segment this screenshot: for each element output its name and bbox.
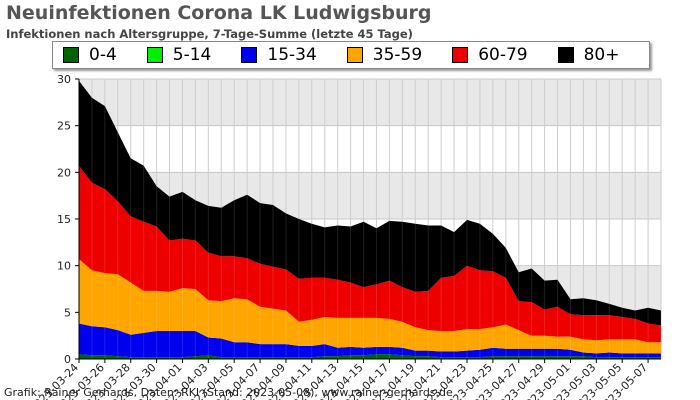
legend-item: 0-4 xyxy=(63,45,117,65)
legend-label: 80+ xyxy=(583,45,620,65)
legend-swatch xyxy=(241,47,258,63)
legend-label: 15-34 xyxy=(267,45,317,65)
y-tick-label: 20 xyxy=(57,166,71,179)
area-series-35-59 xyxy=(79,259,661,354)
chart-legend: 0-4 5-14 15-34 35-59 60-79 80+ xyxy=(52,41,650,69)
legend-item: 35-59 xyxy=(346,45,423,65)
legend-item: 60-79 xyxy=(452,45,528,65)
legend-item: 15-34 xyxy=(241,45,317,65)
legend-swatch xyxy=(146,47,163,63)
grid-band xyxy=(79,79,661,126)
y-tick-label: 0 xyxy=(64,353,71,366)
legend-item: 80+ xyxy=(557,45,620,65)
legend-item: 5-14 xyxy=(146,45,212,65)
legend-label: 5-14 xyxy=(172,45,212,65)
chart-credit: Grafik: Rainer Gerhards, Daten: RKI (Sta… xyxy=(4,386,453,399)
legend-label: 0-4 xyxy=(89,45,117,65)
chart-subtitle: Infektionen nach Altersgruppe, 7-Tage-Su… xyxy=(6,27,413,41)
legend-swatch xyxy=(557,47,574,63)
y-tick-label: 30 xyxy=(57,73,71,86)
y-tick-label: 10 xyxy=(57,260,71,273)
y-tick-label: 15 xyxy=(57,213,71,226)
legend-swatch xyxy=(346,47,363,63)
chart-title: Neuinfektionen Corona LK Ludwigsburg xyxy=(6,2,432,24)
area-series-60-79 xyxy=(79,165,661,343)
area-series-80plus xyxy=(79,80,661,326)
legend-swatch xyxy=(452,47,469,63)
area-series-0-4 xyxy=(79,354,661,359)
legend-label: 60-79 xyxy=(478,45,528,65)
y-tick-label: 25 xyxy=(57,120,71,133)
legend-label: 35-59 xyxy=(372,45,423,65)
legend-swatch xyxy=(63,47,79,63)
y-tick-label: 5 xyxy=(64,306,71,319)
